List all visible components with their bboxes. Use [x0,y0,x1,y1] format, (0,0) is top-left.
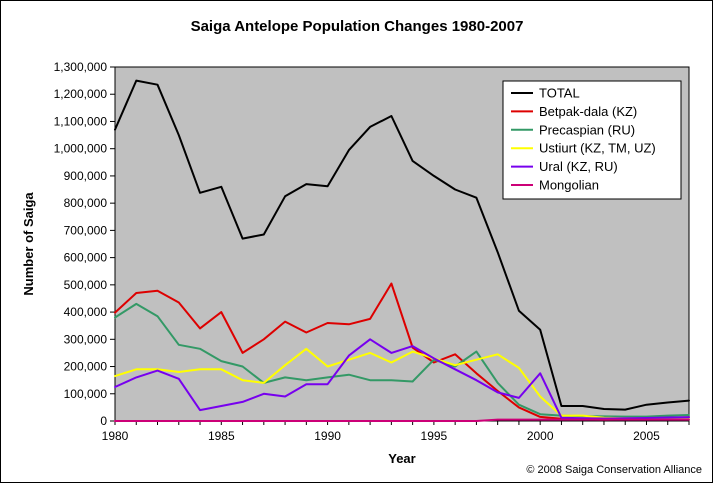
y-axis-label: Number of Saiga [21,192,36,296]
x-tick-label: 2000 [527,429,554,443]
y-tick-label: 300,000 [64,332,108,346]
chart-title: Saiga Antelope Population Changes 1980-2… [191,18,524,35]
series-line-4 [114,338,690,420]
legend-label: Ural (KZ, RU) [539,159,618,174]
series-line-5 [114,418,690,422]
x-tick-label: 1995 [421,429,448,443]
y-tick-label: 0 [100,414,107,428]
x-tick-label: 1985 [208,429,235,443]
y-tick-label: 100,000 [64,387,108,401]
series-line-0 [114,79,690,411]
y-tick-label: 1,200,000 [54,87,108,101]
y-tick-label: 900,000 [64,169,108,183]
legend-label: Mongolian [539,178,599,193]
y-tick-label: 800,000 [64,196,108,210]
series-line-3 [114,347,690,420]
x-axis-label: Year [388,451,415,466]
y-axis: 0 100,000 200,000 300,000 400,000 500,000 600,… [54,60,115,428]
series-layer [114,79,690,422]
legend-label: TOTAL [539,86,580,101]
y-tick-label: 400,000 [64,305,108,319]
y-tick-label: 1,000,000 [54,142,108,156]
credit-text: © 2008 Saiga Conservation Alliance [526,464,702,476]
x-tick-label: 1980 [102,429,129,443]
y-tick-label: 1,300,000 [54,60,108,74]
x-axis: 1980 1985 1990 1995 2000 2005 [102,421,690,443]
legend-label: Ustiurt (KZ, TM, UZ) [539,141,656,156]
y-tick-label: 700,000 [64,223,108,237]
y-tick-label: 600,000 [64,251,108,265]
legend: TOTAL Betpak-dala (KZ) Precaspian (RU) Usti… [502,80,682,200]
x-tick-label: 2005 [633,429,660,443]
legend-label: Precaspian (RU) [539,122,635,137]
legend-box [502,80,682,200]
y-tick-label: 200,000 [64,360,108,374]
y-tick-label: 500,000 [64,278,108,292]
x-tick-label: 1990 [314,429,341,443]
y-tick-label: 1,100,000 [54,114,108,128]
legend-label: Betpak-dala (KZ) [539,104,637,119]
